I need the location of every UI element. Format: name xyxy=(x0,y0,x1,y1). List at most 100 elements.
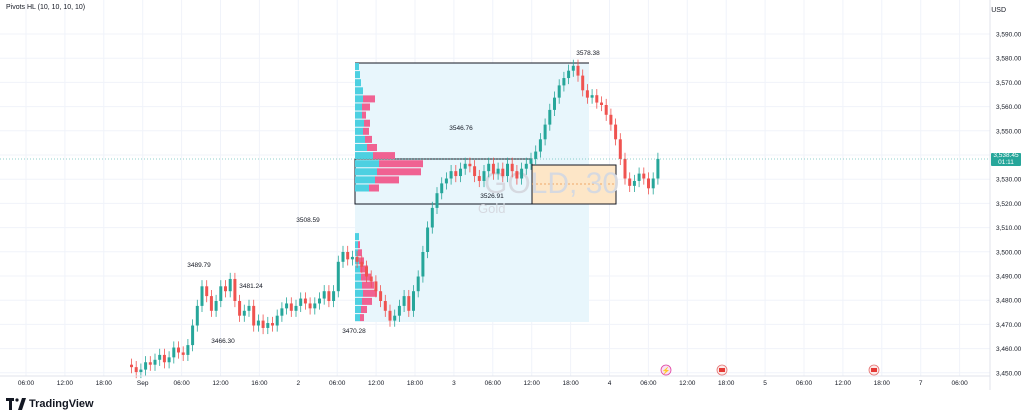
candle-body xyxy=(256,320,260,326)
time-tick-label: 4 xyxy=(608,380,612,387)
price-tick-label: 3,530.00 xyxy=(996,177,1022,184)
volume-profile-up-bar xyxy=(355,144,367,151)
candle-body xyxy=(209,296,213,311)
volume-profile-down-bar xyxy=(362,281,374,289)
tradingview-logo-icon[interactable] xyxy=(6,398,26,410)
volume-profile-up-bar xyxy=(355,306,361,313)
candle-body xyxy=(322,291,326,299)
candle-body xyxy=(369,276,373,282)
candle-body xyxy=(534,151,538,159)
candle-body xyxy=(346,252,350,260)
volume-profile-down-bar xyxy=(367,144,377,151)
candle-body xyxy=(318,298,321,304)
chart-pane[interactable]: GOLD, 30 Gold 3489.79 3466.30 3481.24 35… xyxy=(0,0,1024,390)
us-flag-event-marker[interactable] xyxy=(868,364,880,376)
pivot-low-label: 3466.30 xyxy=(211,338,235,345)
candle-body xyxy=(393,315,397,321)
candle-body xyxy=(332,291,336,301)
volume-profile-down-bar xyxy=(373,152,395,160)
volume-profile-up-bar xyxy=(355,160,379,168)
brand-name[interactable]: TradingView xyxy=(29,398,94,410)
volume-profile-down-bar xyxy=(362,111,366,119)
time-tick-label: 3 xyxy=(452,380,456,387)
time-tick-label: 18:00 xyxy=(96,380,113,387)
candle-body xyxy=(656,158,660,179)
candle-body xyxy=(242,310,246,316)
volume-profile-up-bar xyxy=(355,111,362,119)
volume-profile-up-bar xyxy=(355,176,375,184)
candle-body xyxy=(632,180,636,186)
currency-label[interactable]: USD xyxy=(991,7,1006,14)
time-tick-label: 06:00 xyxy=(173,380,190,387)
volume-profile-up-bar xyxy=(355,127,363,135)
candle-body xyxy=(299,298,303,306)
volume-profile-down-bar xyxy=(363,289,377,297)
candle-body xyxy=(374,281,378,292)
candle-body xyxy=(233,278,237,301)
price-tick-label: 3,590.00 xyxy=(996,32,1022,39)
candle-body xyxy=(252,305,256,326)
candle-body xyxy=(477,176,481,181)
candle-body xyxy=(327,291,331,301)
volume-profile-up-bar xyxy=(355,168,377,176)
candle-body xyxy=(162,354,166,363)
candle-body xyxy=(590,95,594,98)
pivot-low-label: 3526.91 xyxy=(480,193,504,200)
volume-profile-up-bar xyxy=(355,289,363,297)
volume-profile-down-bar xyxy=(361,273,371,281)
time-tick-label: 06:00 xyxy=(18,380,35,387)
price-tick-label: 3,470.00 xyxy=(996,322,1022,329)
candle-body xyxy=(501,168,505,177)
us-flag-event-marker[interactable] xyxy=(716,364,728,376)
candle-body xyxy=(383,301,387,311)
pivot-high-label: 3578.38 xyxy=(576,50,600,57)
price-scale[interactable]: 3,590.00 3,580.00 3,570.00 3,560.00 3,550.00… xyxy=(996,32,1022,378)
candle-body xyxy=(355,256,359,262)
candle-body xyxy=(158,354,162,360)
volume-profile-down-bar xyxy=(364,119,370,127)
candle-body xyxy=(402,296,406,306)
candle-body xyxy=(487,163,491,172)
indicator-legend[interactable]: Pivots HL (10, 10, 10, 10) xyxy=(6,4,86,11)
time-tick-label: 06:00 xyxy=(796,380,813,387)
price-chart[interactable]: GOLD, 30 Gold 3489.79 3466.30 3481.24 35… xyxy=(0,0,1024,390)
volume-profile-up-bar xyxy=(355,95,363,103)
time-scale[interactable]: 06:00 12:00 18:00 Sep 06:00 12:00 16:00 2 06:00 1… xyxy=(18,380,968,387)
price-tick-label: 3,500.00 xyxy=(996,249,1022,256)
candle-body xyxy=(463,163,467,169)
volume-profile-down-bar xyxy=(362,297,372,305)
candle-body xyxy=(285,303,289,309)
pivot-high-label: 3546.76 xyxy=(449,125,473,132)
candle-body xyxy=(473,166,477,177)
price-tick-label: 3,560.00 xyxy=(996,104,1022,111)
candle-body xyxy=(454,171,458,177)
time-tick-label: 18:00 xyxy=(407,380,424,387)
pivot-high-label: 3508.59 xyxy=(296,217,320,224)
candle-body xyxy=(482,171,486,181)
candle-body xyxy=(576,65,580,76)
pivot-low-label: 3470.28 xyxy=(342,328,366,335)
candle-body xyxy=(238,301,242,316)
earnings-marker[interactable]: ⚡ xyxy=(660,364,672,376)
candle-body xyxy=(195,305,199,326)
candlesticks xyxy=(130,59,660,379)
volume-profile-down-bar xyxy=(361,306,367,313)
symbol-name-watermark: Gold xyxy=(478,201,505,216)
volume-profile-down-bar xyxy=(358,241,360,249)
candle-body xyxy=(618,139,622,159)
price-tick-label: 3,510.00 xyxy=(996,225,1022,232)
price-tick-label: 3,580.00 xyxy=(996,56,1022,63)
candle-body xyxy=(623,158,627,179)
time-tick-label: Sep xyxy=(137,380,149,387)
volume-profile-up-bar xyxy=(355,281,362,289)
candle-body xyxy=(303,298,307,304)
time-tick-label: 12:00 xyxy=(679,380,696,387)
candle-body xyxy=(571,65,575,71)
candle-body xyxy=(313,303,317,309)
volume-profile-up-bar xyxy=(355,265,360,273)
candle-body xyxy=(336,261,340,292)
candle-body xyxy=(388,310,392,321)
time-tick-label: 12:00 xyxy=(835,380,852,387)
candle-body xyxy=(186,345,190,355)
candle-body xyxy=(412,291,415,311)
